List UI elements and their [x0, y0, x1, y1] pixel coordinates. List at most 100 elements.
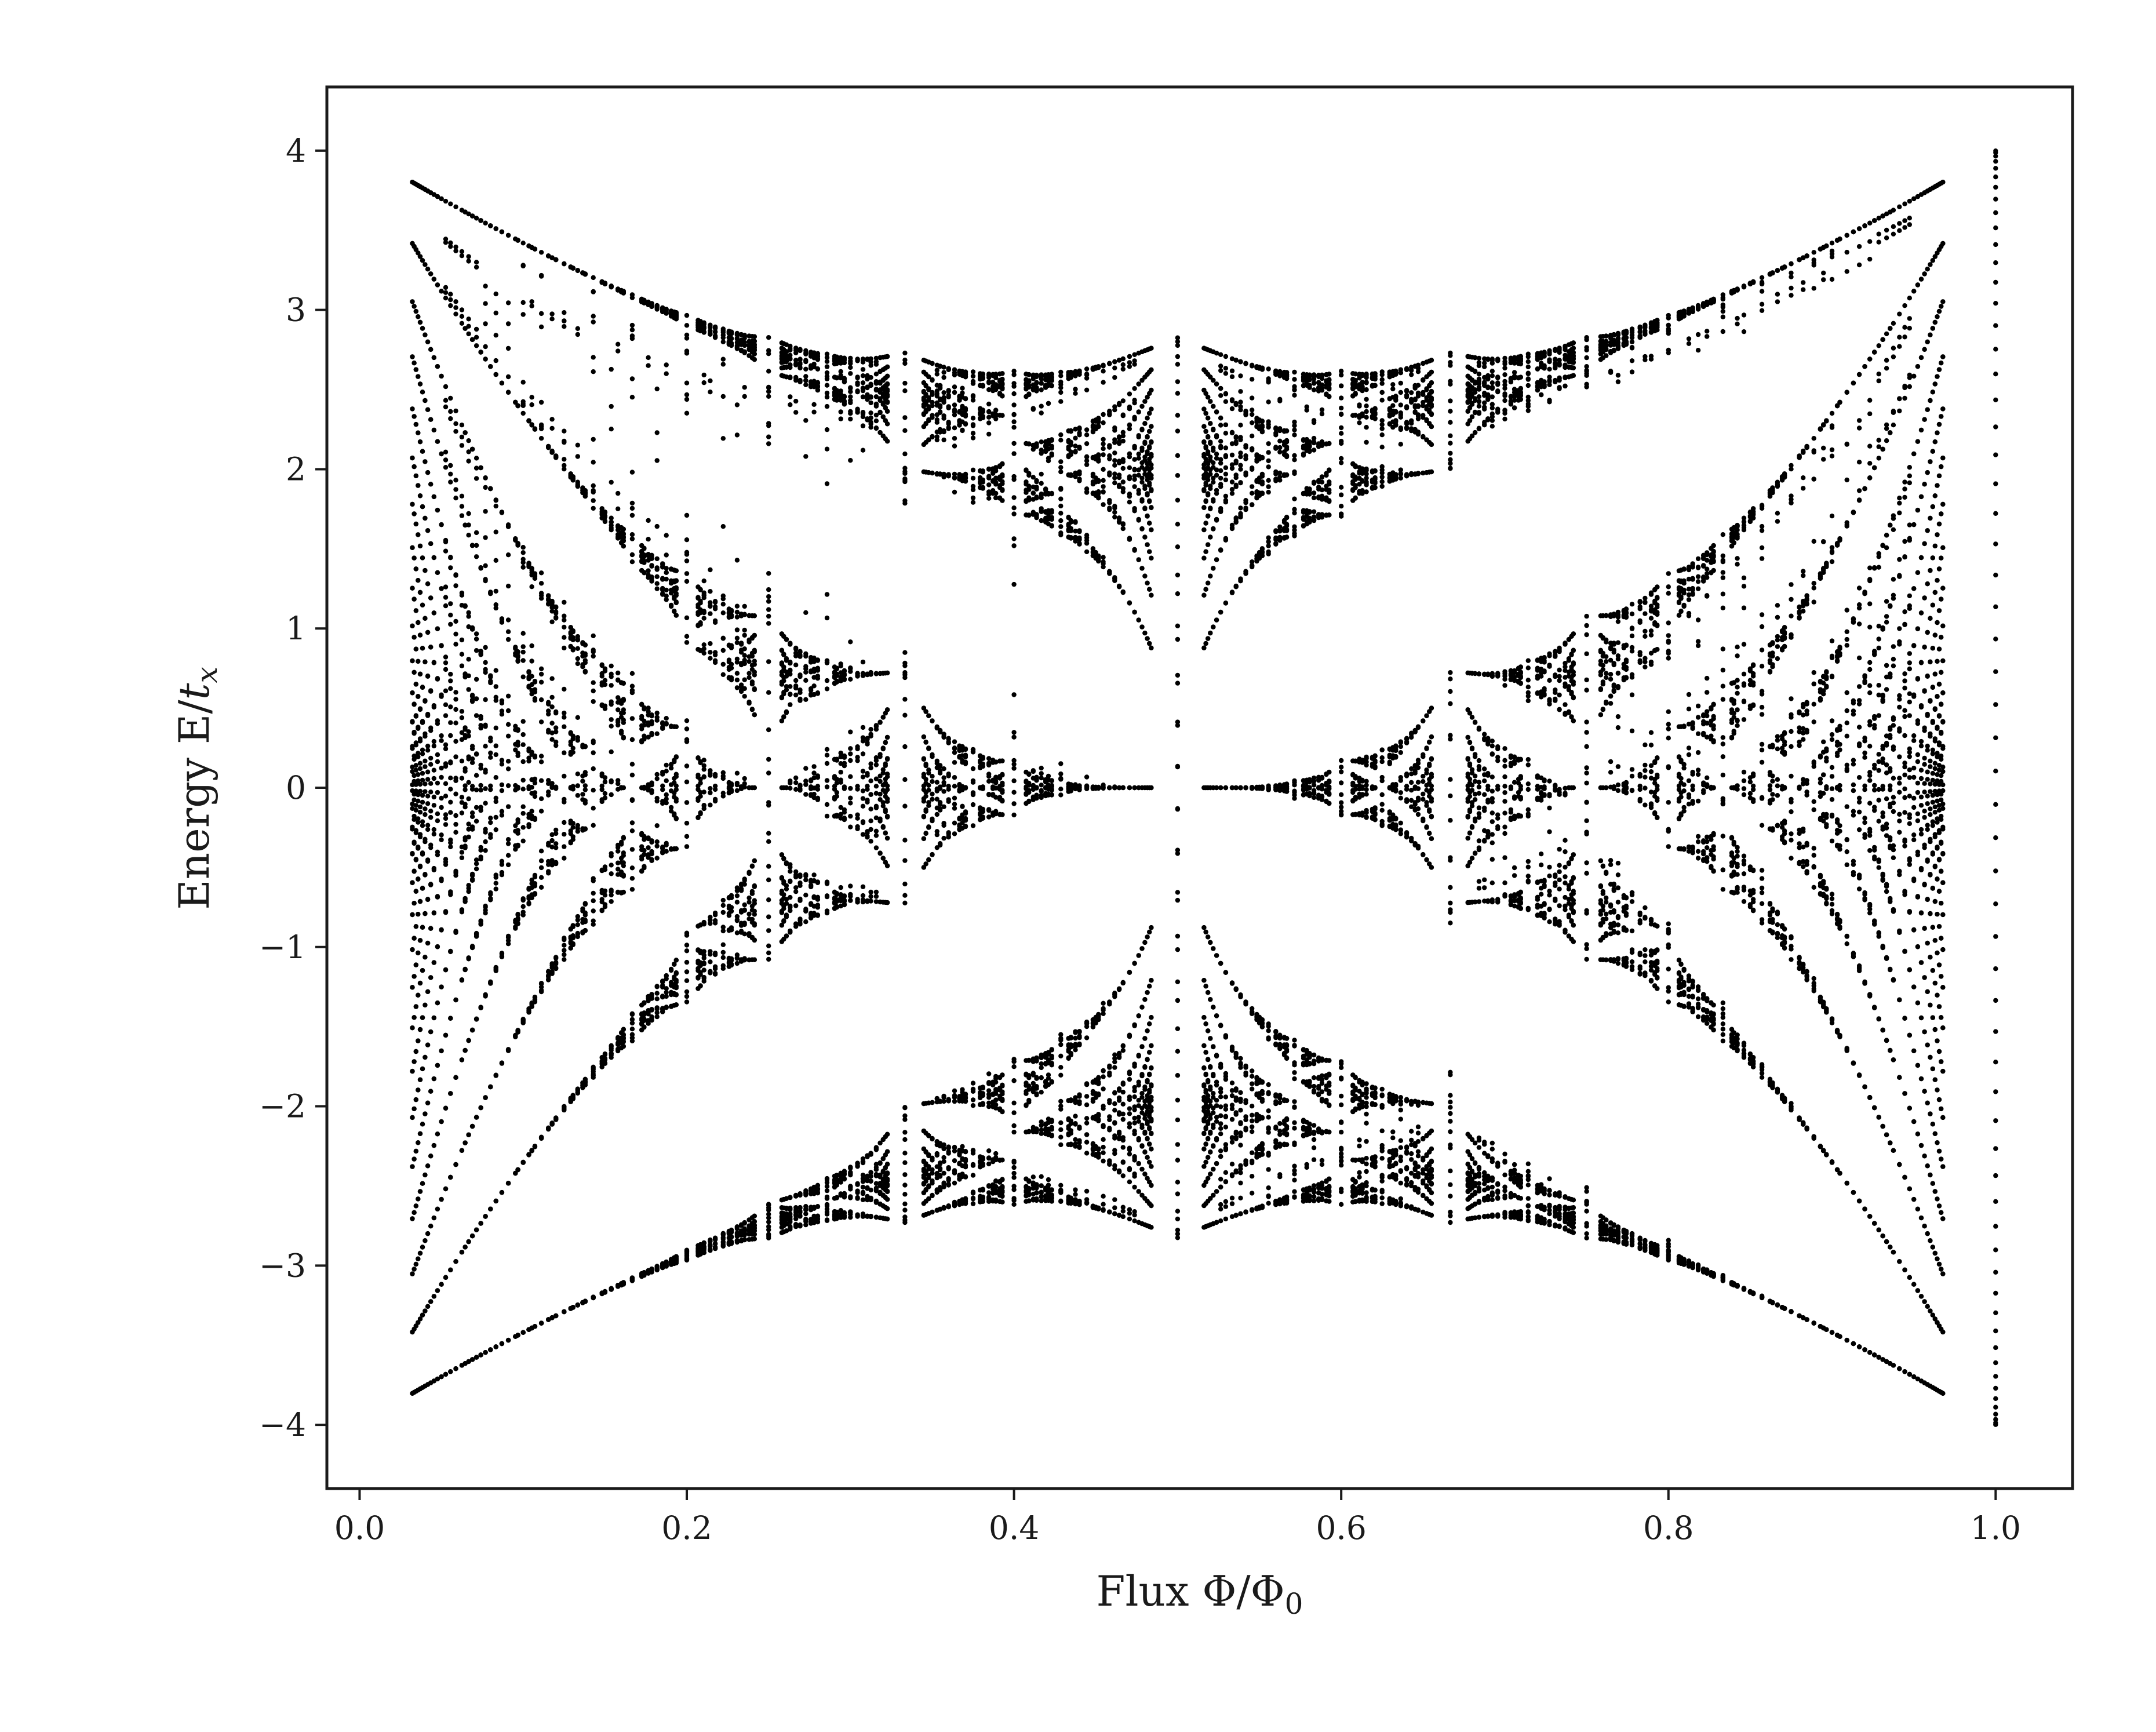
data-point — [1629, 947, 1635, 952]
data-point — [824, 1177, 830, 1182]
data-point — [1525, 762, 1531, 767]
data-point — [1223, 1142, 1229, 1147]
data-point — [1897, 754, 1902, 759]
data-point — [538, 719, 544, 725]
data-point — [453, 429, 458, 434]
data-point — [1891, 907, 1896, 912]
data-point — [1695, 348, 1701, 353]
data-point — [1512, 405, 1517, 410]
data-point — [1379, 445, 1385, 450]
data-point — [609, 792, 614, 798]
data-point — [1811, 719, 1816, 725]
data-point — [591, 483, 596, 489]
data-point — [970, 1080, 976, 1086]
data-point — [952, 1158, 957, 1163]
data-point — [1741, 525, 1747, 530]
data-point — [1876, 1227, 1881, 1232]
data-point — [443, 384, 449, 390]
data-point — [1482, 766, 1487, 772]
data-point — [1175, 681, 1181, 686]
data-point — [1584, 719, 1589, 725]
data-point — [1112, 1120, 1117, 1126]
data-point — [448, 1174, 453, 1180]
data-point — [1902, 334, 1907, 340]
data-point — [562, 428, 567, 434]
data-point — [1789, 856, 1794, 861]
data-point — [1039, 1090, 1044, 1095]
data-point — [860, 423, 866, 428]
data-point — [1759, 275, 1765, 281]
data-point — [902, 498, 908, 503]
data-point — [1311, 1187, 1317, 1192]
data-point — [1867, 601, 1873, 606]
data-point — [803, 782, 808, 787]
data-point — [1011, 419, 1017, 424]
data-point — [1876, 231, 1881, 236]
data-point — [1489, 385, 1495, 390]
data-point — [766, 956, 771, 962]
data-point — [734, 780, 740, 786]
data-point — [1039, 1174, 1044, 1180]
data-point — [1884, 438, 1889, 443]
data-point — [1364, 1195, 1369, 1200]
data-point — [1223, 1179, 1229, 1184]
data-point — [1547, 829, 1552, 835]
data-point — [793, 646, 799, 652]
data-point — [629, 376, 635, 381]
data-point — [1112, 458, 1117, 463]
data-point — [505, 617, 511, 623]
data-point — [1891, 1250, 1896, 1255]
data-point — [952, 1170, 957, 1176]
data-point — [1789, 1101, 1794, 1106]
data-point — [1339, 431, 1344, 436]
data-point — [448, 416, 453, 421]
data-point — [453, 421, 458, 427]
data-point — [1891, 423, 1896, 428]
data-point — [629, 1017, 635, 1022]
data-point — [1364, 403, 1369, 409]
data-point — [1112, 1211, 1117, 1217]
data-point — [1229, 1080, 1235, 1086]
data-point — [443, 548, 449, 554]
data-point — [952, 390, 957, 395]
data-point — [1695, 856, 1701, 861]
data-point — [1292, 457, 1297, 463]
data-point — [1448, 793, 1453, 799]
data-point — [1084, 1151, 1090, 1156]
data-point — [1175, 473, 1181, 478]
data-point — [1127, 1216, 1132, 1222]
data-point — [720, 949, 726, 955]
data-point — [1112, 1197, 1117, 1202]
data-point — [1811, 581, 1816, 586]
data-point — [453, 572, 458, 577]
data-point — [742, 878, 747, 883]
data-point — [1741, 885, 1747, 890]
data-point — [1127, 1210, 1132, 1216]
data-point — [629, 887, 635, 892]
data-point — [448, 720, 453, 725]
data-point — [1615, 788, 1621, 794]
data-point — [1175, 379, 1181, 384]
data-point — [1250, 1068, 1255, 1074]
data-point — [505, 722, 511, 727]
data-point — [860, 899, 866, 905]
data-point — [520, 897, 526, 903]
data-point — [1292, 377, 1297, 382]
data-point — [1292, 419, 1297, 425]
data-point — [1127, 1179, 1132, 1185]
data-point — [664, 792, 669, 798]
data-point — [1829, 410, 1835, 416]
data-point — [1120, 1116, 1126, 1122]
data-point — [1789, 285, 1794, 291]
data-point — [803, 666, 808, 672]
data-point — [1011, 762, 1017, 767]
data-point — [970, 500, 976, 505]
data-point — [1856, 875, 1862, 881]
data-point — [646, 518, 651, 523]
data-point — [1666, 328, 1671, 333]
data-point — [1084, 462, 1090, 467]
data-point — [1127, 474, 1132, 479]
data-point — [1339, 1155, 1344, 1160]
data-point — [766, 335, 771, 340]
